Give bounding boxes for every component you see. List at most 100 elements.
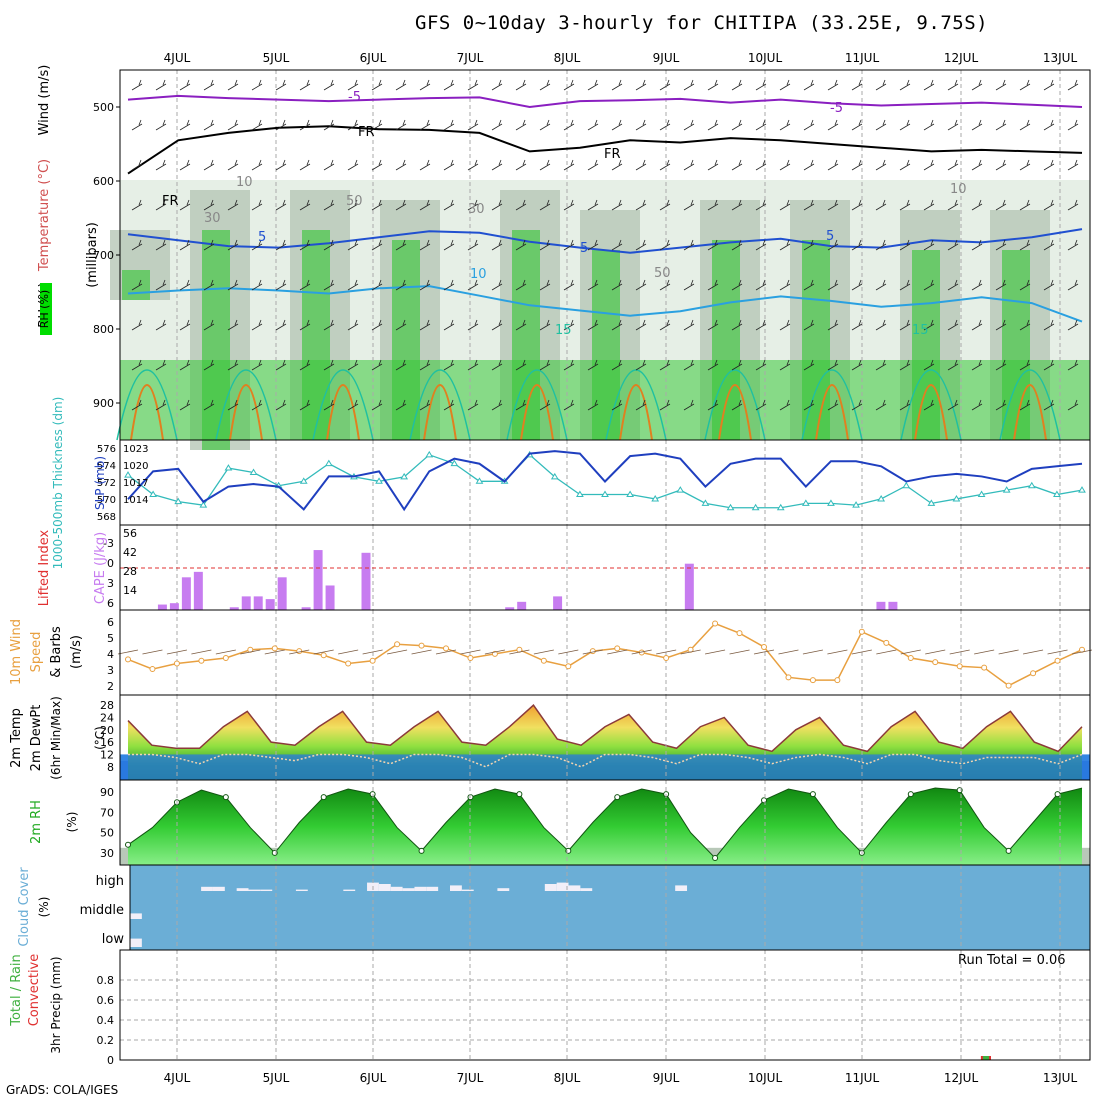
wind-barb — [659, 239, 671, 251]
wind-speed-point — [173, 660, 180, 667]
cape-bar — [505, 607, 515, 610]
wind-speed-point — [907, 655, 914, 662]
wind-barb — [419, 119, 431, 131]
thickness-point — [224, 464, 233, 471]
wind-barb — [971, 359, 983, 371]
wind-barb-10m — [778, 649, 799, 655]
rh-shade-lowlevel — [120, 360, 1090, 440]
y-axis-label-precip: 3hr Precip (mm) — [49, 956, 63, 1053]
wind-speed-point — [761, 643, 767, 650]
wind-barb — [491, 319, 503, 331]
cloud-level-label: high — [96, 874, 124, 889]
cloud-sky — [130, 865, 1090, 950]
wind-barb-10m — [900, 649, 921, 655]
wind-barb — [731, 399, 743, 411]
wind-barb — [347, 239, 359, 251]
thickness-point — [676, 486, 685, 493]
slp-line — [127, 450, 1083, 512]
wind-barb — [299, 239, 311, 251]
thickness-point — [626, 490, 634, 498]
wind-barb — [299, 279, 311, 291]
wind-barb — [707, 79, 719, 91]
wind-barb — [179, 119, 191, 131]
rh2m-tick-label: 50 — [100, 827, 114, 840]
wind-barb — [731, 359, 743, 371]
thickness-point — [249, 468, 258, 475]
cape-bar — [888, 601, 898, 610]
wind-barb — [203, 159, 215, 171]
y-axis-label-total-rain: Total / Rain — [9, 954, 24, 1027]
wind-barb — [323, 239, 335, 251]
wind-barb — [227, 79, 239, 91]
cloud-bar-high — [580, 888, 593, 891]
run-total-label: Run Total = 0.06 — [958, 953, 1066, 968]
wind-barb — [203, 399, 215, 411]
thickness-point — [1002, 486, 1011, 493]
wind-barb — [227, 359, 239, 371]
wind-barb-10m — [582, 649, 603, 655]
wind-barb — [203, 119, 215, 131]
wind-barb — [611, 239, 623, 251]
wind-barb — [395, 159, 407, 171]
wind-barb — [179, 279, 191, 291]
contour-label: 10 — [236, 175, 253, 190]
wind-barb — [635, 399, 647, 411]
wind-barb — [755, 119, 767, 131]
panel-frame — [119, 949, 1091, 1061]
wind-speed-point — [1030, 670, 1037, 677]
wind-barb — [995, 399, 1007, 411]
wind-speed-point — [443, 645, 449, 652]
wind-barb — [443, 79, 455, 91]
cape-tick-label: 28 — [123, 565, 137, 578]
wind-barb — [731, 119, 743, 131]
slp-tick-label: 1014 — [123, 495, 148, 506]
wind-barb — [755, 79, 767, 91]
wind-barb — [1043, 359, 1055, 371]
wind-barb — [683, 159, 695, 171]
date-label-top: 9JUL — [653, 51, 680, 65]
wind-speed-point — [565, 663, 572, 670]
wind-barb — [539, 199, 551, 211]
thickness-point — [400, 472, 409, 480]
wind-barb-10m — [117, 649, 139, 655]
wind-barb — [227, 279, 239, 291]
wind-barb — [707, 319, 719, 331]
wind-barb — [419, 359, 431, 371]
wind-barb — [155, 199, 167, 211]
cape-bar — [253, 596, 263, 610]
rh2m-point — [761, 797, 767, 804]
cloud-level-label: middle — [80, 903, 124, 918]
wind-barb-10m — [313, 649, 334, 655]
wind-barb — [803, 79, 815, 91]
wind-barb — [971, 199, 983, 211]
wind-barb — [587, 159, 599, 171]
wind-barb-10m — [240, 649, 261, 655]
cloud-bar-high — [248, 889, 261, 891]
wind-barb — [155, 79, 167, 91]
isotherm-5 — [127, 228, 1083, 254]
wind-barb — [1067, 119, 1079, 131]
wind-speed-point — [296, 648, 303, 655]
wind-barb — [251, 399, 263, 411]
wind-barb — [611, 319, 623, 331]
cloud-bar-high — [402, 888, 415, 891]
wind-speed-point — [663, 655, 670, 662]
y-axis-label-2m-temp: 2m Temp — [9, 708, 24, 768]
wind-barb — [179, 359, 191, 371]
thickness-point — [827, 499, 835, 506]
wind-barb — [803, 359, 815, 371]
wind-barb — [947, 239, 959, 251]
cape-bar — [684, 563, 694, 610]
wind-barb — [707, 119, 719, 131]
wind-barb — [539, 239, 551, 251]
wind-barb-10m — [704, 649, 726, 655]
wind-barb — [971, 119, 983, 131]
y-axis-label-rh-percent: (%) — [65, 812, 79, 833]
wind-barb — [899, 359, 911, 371]
wind-barb — [299, 399, 311, 411]
wind-barb — [563, 399, 575, 411]
wind-barb — [875, 159, 887, 171]
wind-barb — [515, 319, 527, 331]
wind-barb — [395, 79, 407, 91]
wind-barb — [947, 159, 959, 171]
